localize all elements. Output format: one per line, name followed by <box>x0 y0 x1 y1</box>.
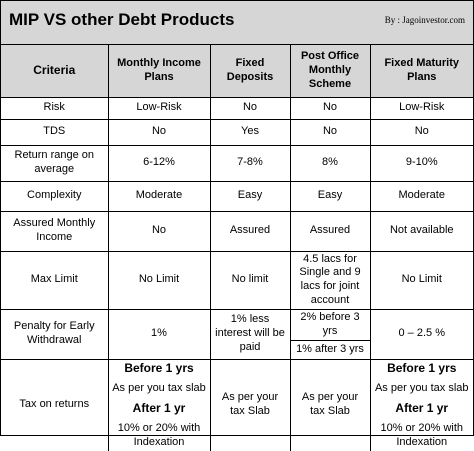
header-cell: Fixed Deposits <box>209 45 291 98</box>
row: Complexity Moderate Easy Easy Moderate <box>1 180 473 212</box>
cell-line: 10% or 20% with Indexation <box>380 422 464 448</box>
cell: No <box>369 118 473 146</box>
cell: 7-8% <box>209 144 291 182</box>
cell: No Limit <box>369 250 473 310</box>
cell: 2% before 3 yrs 1% after 3 yrs <box>289 308 371 360</box>
cell: No <box>107 210 211 252</box>
cell: As per your tax Slab <box>289 358 371 451</box>
cell-line: After 1 yr <box>395 401 449 416</box>
cell-line: Before 1 yrs <box>387 360 457 375</box>
cell: Moderate <box>107 180 211 212</box>
cell: Low-Risk <box>107 96 211 120</box>
cell: Easy <box>289 180 371 212</box>
row: Assured Monthly Income No Assured Assured No… <box>1 210 473 252</box>
cell-line: 2% before 3 yrs <box>300 310 360 337</box>
cell: Before 1 yrs As per you tax slab After 1… <box>369 358 473 451</box>
comparison-table: Criteria Monthly Income Plans Fixed Depo… <box>1 45 473 451</box>
cell: Moderate <box>369 180 473 212</box>
cell-line: 1% after 3 yrs <box>290 340 370 357</box>
row: Return range on average 6-12% 7-8% 8% 9-10% <box>1 144 473 182</box>
cell: No <box>289 118 371 146</box>
cell-line: As per you tax slab <box>374 381 469 394</box>
cell: 1% less interest will be paid <box>209 308 291 360</box>
row: Penalty for Early Withdrawal 1% 1% less in… <box>1 308 473 360</box>
row: Max Limit No Limit No limit 4.5 lacs for Si… <box>1 250 473 310</box>
cell-line: 10% or 20% with Indexation <box>117 422 201 448</box>
cell: 1% <box>107 308 211 360</box>
cell: Yes <box>209 118 291 146</box>
cell: 9-10% <box>369 144 473 182</box>
cell: Return range on average <box>1 144 109 182</box>
title-bar: MIP VS other Debt Products By : Jagoinve… <box>1 1 473 45</box>
cell: Before 1 yrs As per you tax slab After 1… <box>107 358 211 451</box>
cell: No <box>289 96 371 120</box>
header-cell: Fixed Maturity Plans <box>369 45 473 98</box>
cell: Assured <box>289 210 371 252</box>
cell: As per your tax Slab <box>209 358 291 451</box>
cell: 8% <box>289 144 371 182</box>
row: Risk Low-Risk No No Low-Risk <box>1 96 473 120</box>
cell: Max Limit <box>1 250 109 310</box>
cell: Not available <box>369 210 473 252</box>
header-cell: Monthly Income Plans <box>107 45 211 98</box>
cell-line: Before 1 yrs <box>124 360 194 375</box>
header-cell: Criteria <box>1 45 109 98</box>
cell: Tax on returns <box>1 358 109 451</box>
row: Tax on returns Before 1 yrs As per you t… <box>1 358 473 451</box>
cell: Complexity <box>1 180 109 212</box>
cell: No Limit <box>107 250 211 310</box>
cell: Risk <box>1 96 109 120</box>
cell: No <box>209 96 291 120</box>
credit: By : Jagoinvestor.com <box>384 15 465 25</box>
cell: TDS <box>1 118 109 146</box>
cell: Low-Risk <box>369 96 473 120</box>
cell: No limit <box>209 250 291 310</box>
row: TDS No Yes No No <box>1 118 473 146</box>
cell: 0 – 2.5 % <box>369 308 473 360</box>
cell: No <box>107 118 211 146</box>
cell: Assured <box>209 210 291 252</box>
cell-line: As per you tax slab <box>112 381 206 394</box>
cell-line: After 1 yr <box>132 401 186 416</box>
cell: 6-12% <box>107 144 211 182</box>
cell: 4.5 lacs for Single and 9 lacs for joint… <box>289 250 371 310</box>
cell: Penalty for Early Withdrawal <box>1 308 109 360</box>
cell: Assured Monthly Income <box>1 210 109 252</box>
title: MIP VS other Debt Products <box>9 10 235 29</box>
cell: Easy <box>209 180 291 212</box>
header-cell: Post Office Monthly Scheme <box>289 45 371 98</box>
header-row: Criteria Monthly Income Plans Fixed Depo… <box>1 45 473 98</box>
